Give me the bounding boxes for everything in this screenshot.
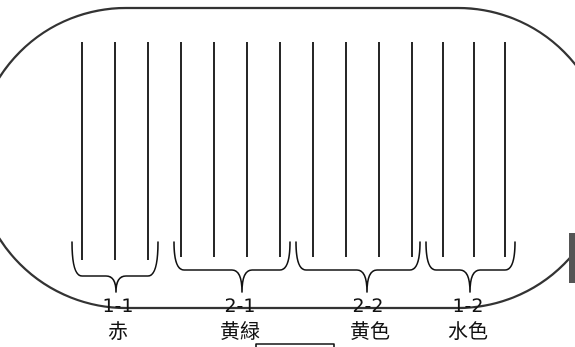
group-code-label: 2-2 (352, 295, 383, 317)
group-code-label: 1-1 (102, 295, 133, 317)
brace-2 (173, 241, 291, 293)
line-group-2 (180, 42, 281, 257)
group-color-label: 黄緑 (220, 319, 260, 343)
line-group-4 (442, 42, 506, 257)
group-code-label: 1-2 (452, 295, 483, 317)
group-color-label: 水色 (448, 319, 488, 343)
edge-marker (569, 233, 575, 283)
group-code-label: 2-1 (224, 295, 255, 317)
line-group-1 (81, 42, 149, 260)
dish-outline (0, 6, 575, 310)
group-color-label: 黄色 (350, 319, 390, 343)
brace-4 (425, 241, 516, 293)
line-group-3 (312, 42, 413, 257)
brace-3 (295, 241, 421, 293)
brace-1 (71, 241, 159, 293)
bottom-bracket (255, 343, 335, 347)
group-color-label: 赤 (108, 319, 128, 343)
